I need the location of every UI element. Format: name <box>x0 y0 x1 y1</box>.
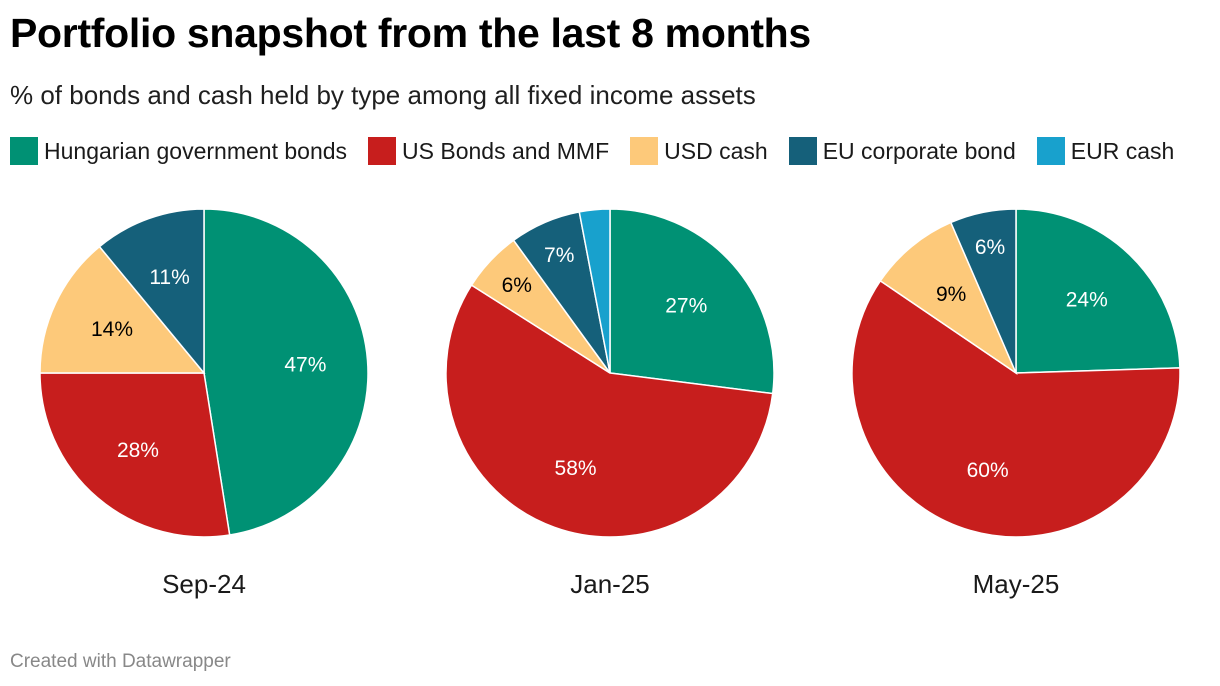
pie-slice-us-bonds-and-mmf <box>851 279 1181 538</box>
pie-slice-hungarian-government-bonds <box>203 208 369 536</box>
legend-label: EUR cash <box>1070 137 1175 164</box>
slice-value-label: 47% <box>284 354 326 377</box>
slice-value-label: 7% <box>544 244 574 267</box>
chart-title: Portfolio snapshot from the last 8 month… <box>10 10 811 56</box>
legend-item-us: US Bonds and MMF <box>368 137 609 165</box>
slice-value-label: 27% <box>665 294 707 317</box>
slice-value-label: 60% <box>967 459 1009 482</box>
pie-caption: May-25 <box>973 569 1060 599</box>
slice-value-label: 28% <box>117 439 159 462</box>
pie-slice-usd-cash <box>39 245 206 374</box>
pie-slice-us-bonds-and-mmf <box>445 284 774 538</box>
footer-credit: Created with Datawrapper <box>10 651 231 672</box>
pie-sep-24: 47% 28% 14% 11% Sep-24 <box>39 208 369 599</box>
chart-subtitle: % of bonds and cash held by type among a… <box>10 80 756 110</box>
legend-label: USD cash <box>664 137 768 164</box>
legend-swatch <box>1036 137 1065 165</box>
pie-slice-eu-corporate-bond <box>98 208 205 376</box>
pie-caption: Jan-25 <box>570 569 650 599</box>
legend-item-eur-cash: EUR cash <box>1036 137 1175 165</box>
legend-item-usd-cash: USD cash <box>630 137 768 165</box>
pie-slice-eur-cash <box>578 208 611 374</box>
pie-slice-hungarian-government-bonds <box>1015 208 1181 374</box>
legend-label: Hungarian government bonds <box>44 137 348 164</box>
slice-value-label: 58% <box>555 457 597 480</box>
legend-swatch <box>368 137 397 165</box>
pie-jan-25: 27% 58% 6% 7% Jan-25 <box>445 208 775 599</box>
slice-value-label: 24% <box>1066 288 1108 311</box>
legend-label: US Bonds and MMF <box>402 137 610 164</box>
slice-value-label: 6% <box>502 274 532 297</box>
legend-swatch <box>788 137 817 165</box>
slice-value-label: 14% <box>91 318 133 341</box>
pie-slice-hungarian-government-bonds <box>609 208 775 395</box>
pie-slice-usd-cash <box>879 221 1018 376</box>
legend-item-eu-corp: EU corporate bond <box>788 137 1016 165</box>
legend-swatch <box>630 137 659 165</box>
pie-slice-eu-corporate-bond <box>949 208 1017 374</box>
pie-slice-us-bonds-and-mmf <box>39 372 231 538</box>
slice-value-label: 6% <box>975 236 1005 259</box>
legend-label: EU corporate bond <box>822 137 1016 164</box>
legend-swatch <box>10 137 38 165</box>
slice-value-label: 9% <box>936 283 966 306</box>
pie-caption: Sep-24 <box>162 569 246 599</box>
legend: Hungarian government bonds US Bonds and … <box>10 137 1195 165</box>
slice-value-label: 11% <box>149 266 189 289</box>
legend-item-hungarian: Hungarian government bonds <box>10 137 347 165</box>
pie-may-25: 24% 60% 9% 6% May-25 <box>851 208 1181 599</box>
